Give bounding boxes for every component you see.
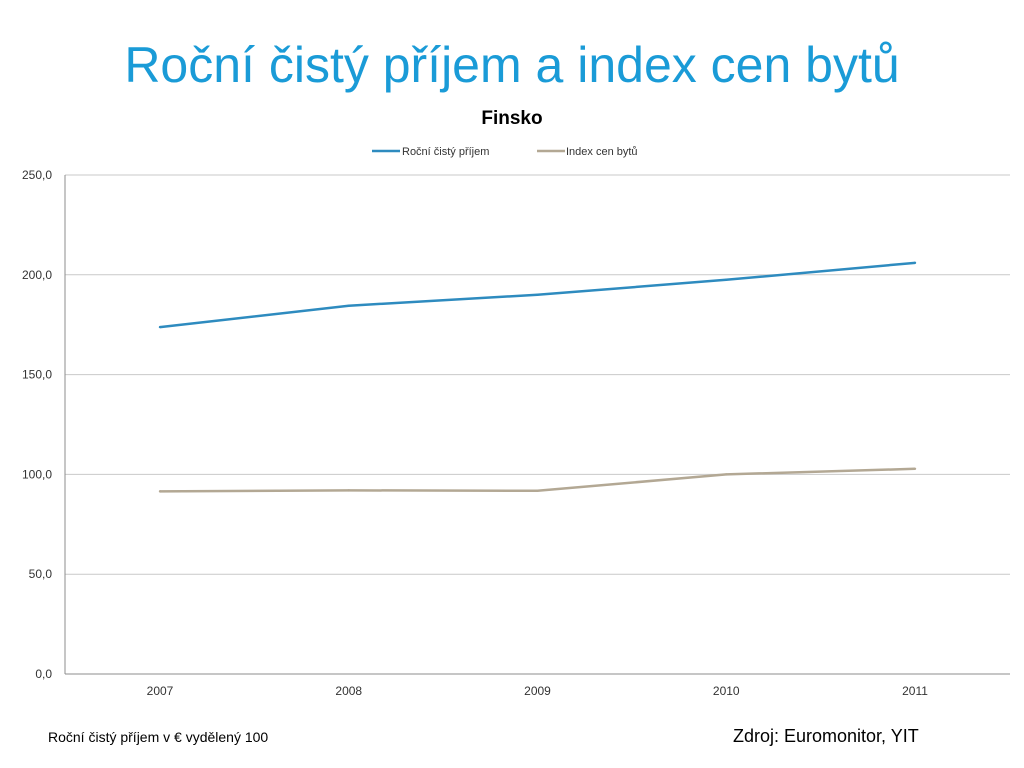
y-tick-label: 50,0 [29,567,53,581]
x-axis-tick-labels: 2007 2008 2009 2010 2011 [147,684,929,698]
legend-label: Index cen bytů [566,146,638,158]
source-note: Zdroj: Euromonitor, YIT [733,726,919,746]
chart-title: Finsko [481,108,542,129]
data-point [536,489,539,492]
data-point [158,325,162,329]
data-point [913,467,917,471]
legend: Roční čistý příjem Index cen bytů [372,146,638,158]
x-tick-label: 2007 [147,684,174,698]
x-tick-label: 2010 [713,684,740,698]
y-tick-label: 150,0 [22,368,52,382]
data-point [347,489,350,492]
x-tick-label: 2009 [524,684,551,698]
data-point [725,278,728,281]
y-tick-label: 0,0 [35,667,52,681]
data-point [913,261,917,265]
data-point [347,304,350,307]
y-tick-label: 250,0 [22,168,52,182]
line-chart: Finsko Roční čistý příjem Index cen bytů … [22,108,1010,698]
data-point [158,490,162,493]
y-axis-tick-labels: 0,0 50,0 100,0 150,0 200,0 250,0 [22,168,52,681]
axes [64,175,1010,675]
series-line-2 [159,467,916,493]
series-lines [158,261,917,493]
y-tick-label: 200,0 [22,268,52,282]
data-point [725,473,728,476]
x-tick-label: 2008 [335,684,362,698]
slide-title: Roční čistý příjem a index cen bytů [124,37,900,93]
legend-label: Roční čistý příjem [402,146,489,158]
gridlines [65,174,1010,575]
y-tick-label: 100,0 [22,467,52,481]
footnote: Roční čistý příjem v € vydělený 100 [48,729,269,745]
data-point [536,293,539,296]
x-tick-label: 2011 [902,684,928,698]
